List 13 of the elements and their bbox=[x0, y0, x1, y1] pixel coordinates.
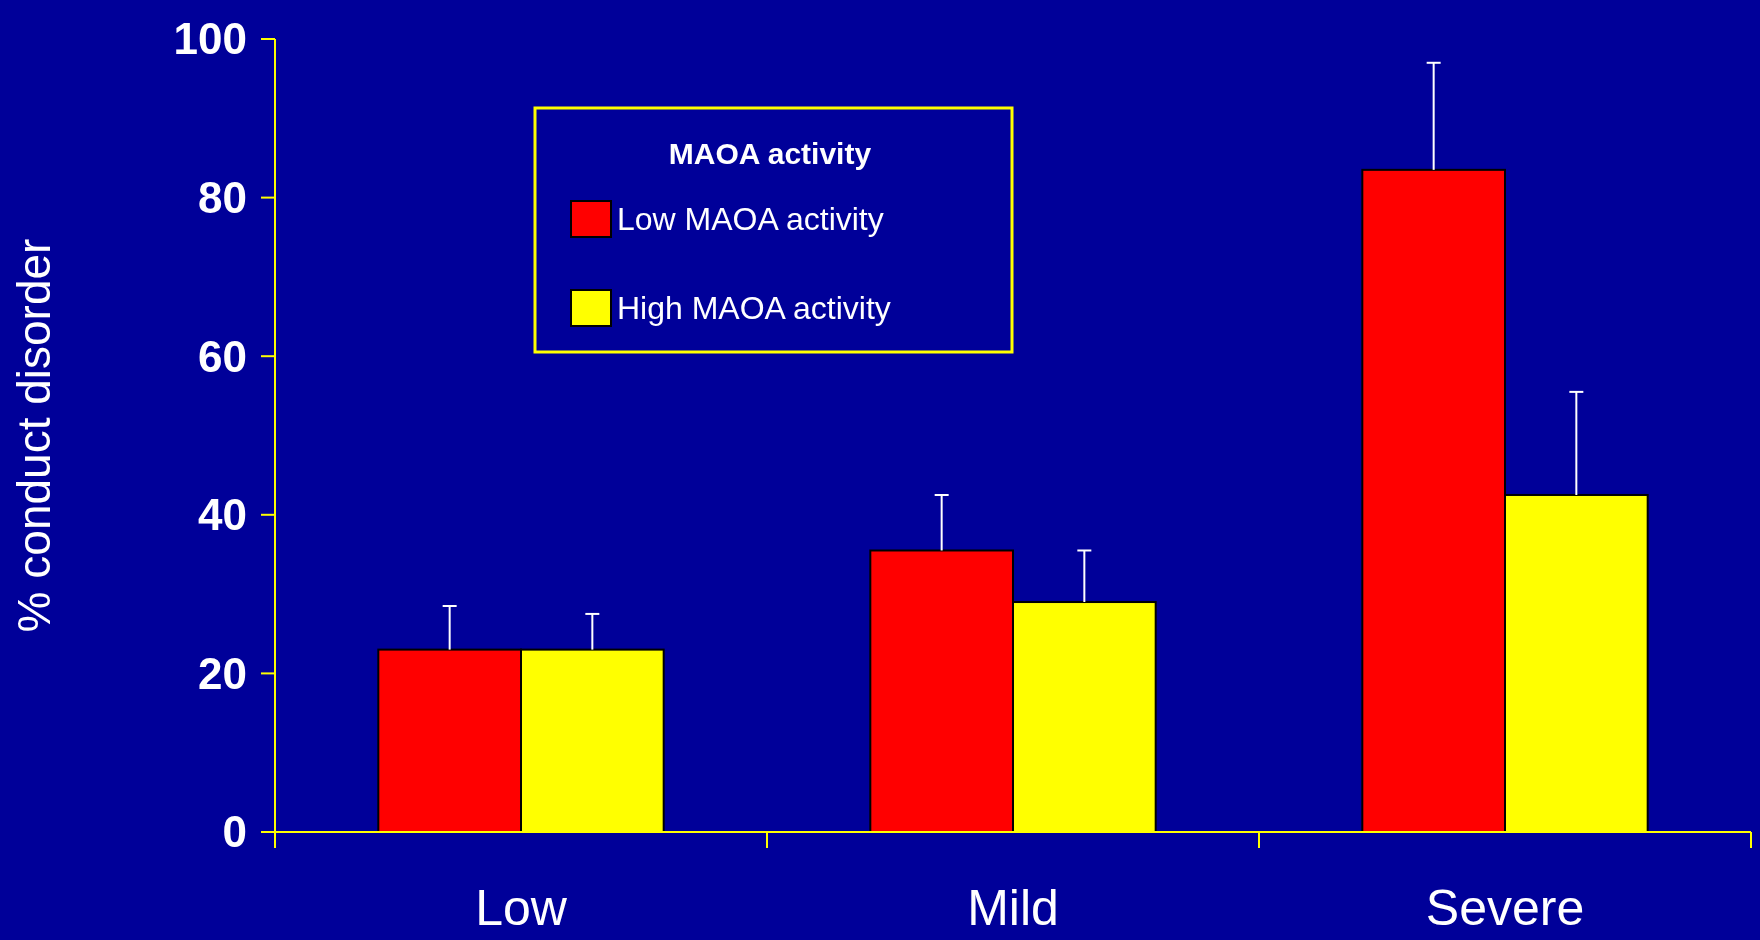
y-tick-label: 80 bbox=[198, 173, 247, 222]
y-tick-label: 60 bbox=[198, 331, 247, 381]
x-tick-label: Mild bbox=[967, 880, 1059, 936]
x-tick-label: Severe bbox=[1425, 880, 1585, 936]
legend-title: MAOA activity bbox=[668, 137, 872, 170]
y-tick-label: 40 bbox=[198, 490, 247, 540]
y-tick-label: 20 bbox=[198, 648, 247, 698]
x-tick-label: Low bbox=[475, 880, 568, 936]
y-tick-label: 100 bbox=[173, 14, 247, 64]
y-axis-title: % conduct disorder bbox=[8, 238, 60, 633]
y-tick-label: 0 bbox=[222, 807, 247, 857]
legend-label: High MAOA activity bbox=[617, 290, 891, 327]
legend-label: Low MAOA activity bbox=[617, 201, 884, 238]
